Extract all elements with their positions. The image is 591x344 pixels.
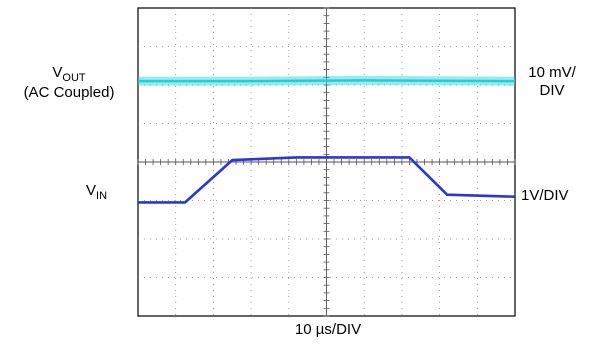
vout-qualifier: (AC Coupled) — [23, 84, 115, 101]
traces — [138, 75, 516, 204]
vout-label-sub: OUT — [62, 72, 86, 84]
vout-trace — [138, 79, 516, 83]
vin-trace — [138, 156, 516, 204]
vout-scale-line2: DIV — [539, 82, 565, 99]
vin-label-main: V — [86, 182, 97, 199]
vout-label-main: V — [52, 64, 63, 81]
x-axis-label: 10 µs/DIV — [294, 321, 362, 338]
vin-label-sub: IN — [96, 190, 108, 202]
vout-label: VOUT — [6, 64, 132, 87]
grid — [137, 7, 516, 317]
vout-scale-label: 10 mV/ DIV — [517, 64, 587, 100]
vout-scale-line1: 10 mV/ — [528, 64, 576, 81]
vin-scale-label: 1V/DIV — [521, 187, 569, 204]
vin-label: VIN — [86, 182, 107, 205]
